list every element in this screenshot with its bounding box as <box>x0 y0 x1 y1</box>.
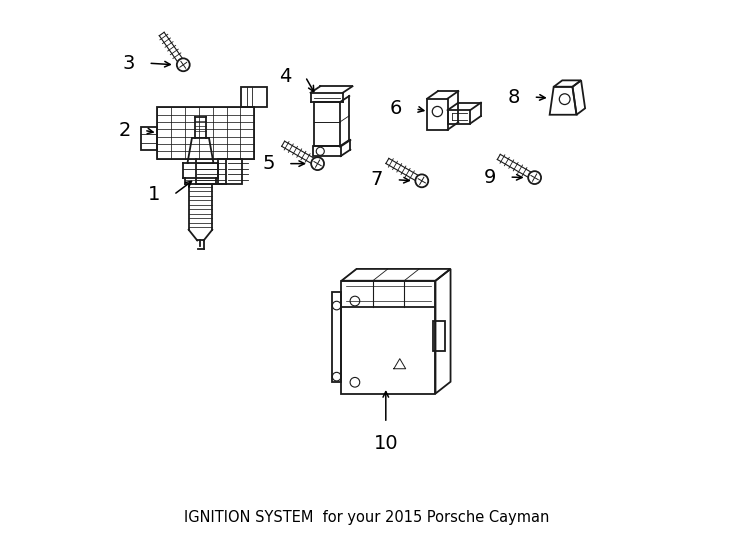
Text: 2: 2 <box>118 121 131 140</box>
Text: 8: 8 <box>508 87 520 106</box>
Text: 5: 5 <box>262 154 275 173</box>
Text: 9: 9 <box>484 167 496 186</box>
Text: IGNITION SYSTEM  for your 2015 Porsche Cayman: IGNITION SYSTEM for your 2015 Porsche Ca… <box>184 510 550 525</box>
Bar <box>314 103 340 146</box>
Bar <box>241 87 267 107</box>
Bar <box>142 127 158 150</box>
Text: 10: 10 <box>374 434 398 453</box>
Text: 1: 1 <box>148 185 160 204</box>
Text: 4: 4 <box>280 67 292 86</box>
Bar <box>433 321 445 350</box>
Text: 7: 7 <box>371 170 383 189</box>
Bar <box>158 107 254 159</box>
Bar <box>448 110 470 124</box>
Text: 3: 3 <box>123 53 135 73</box>
Bar <box>313 146 341 156</box>
Bar <box>427 99 448 130</box>
Bar <box>218 159 241 184</box>
Text: 6: 6 <box>390 99 402 118</box>
Bar <box>332 292 341 382</box>
Bar <box>341 281 435 394</box>
